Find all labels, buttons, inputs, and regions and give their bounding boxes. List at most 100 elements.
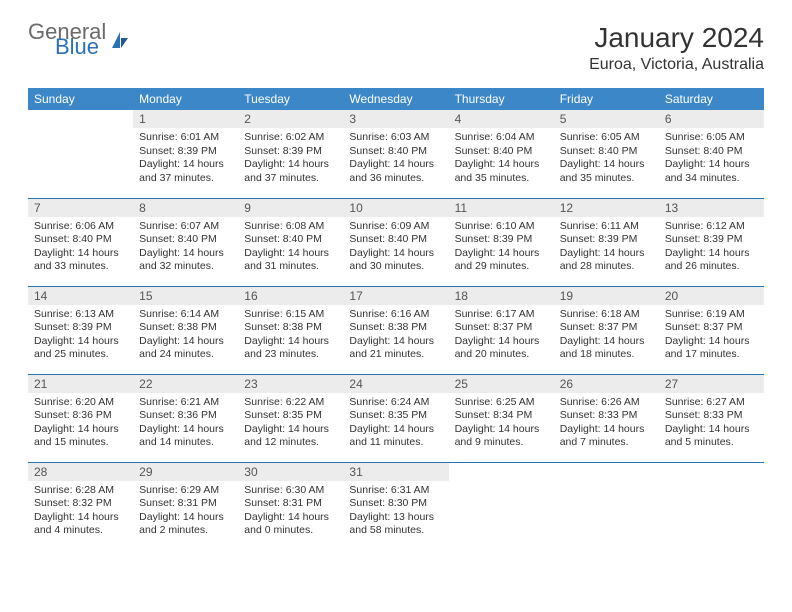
day-body: Sunrise: 6:05 AMSunset: 8:40 PMDaylight:…	[554, 128, 659, 190]
day-number: 27	[659, 375, 764, 393]
day-number: 26	[554, 375, 659, 393]
calendar-cell: 26Sunrise: 6:26 AMSunset: 8:33 PMDayligh…	[554, 374, 659, 462]
day-number: 16	[238, 287, 343, 305]
sunrise-text: Sunrise: 6:18 AM	[560, 308, 653, 322]
day-body: Sunrise: 6:27 AMSunset: 8:33 PMDaylight:…	[659, 393, 764, 455]
calendar-cell: 28Sunrise: 6:28 AMSunset: 8:32 PMDayligh…	[28, 462, 133, 550]
sunset-text: Sunset: 8:40 PM	[560, 145, 653, 159]
day-header: Sunday	[28, 88, 133, 110]
daylight-text: Daylight: 14 hours and 29 minutes.	[455, 247, 548, 274]
sunset-text: Sunset: 8:40 PM	[455, 145, 548, 159]
daylight-text: Daylight: 14 hours and 12 minutes.	[244, 423, 337, 450]
sunrise-text: Sunrise: 6:24 AM	[349, 396, 442, 410]
sunrise-text: Sunrise: 6:16 AM	[349, 308, 442, 322]
sunset-text: Sunset: 8:39 PM	[34, 321, 127, 335]
calendar-cell	[449, 462, 554, 550]
day-number: 7	[28, 199, 133, 217]
day-number: 15	[133, 287, 238, 305]
calendar-cell: 4Sunrise: 6:04 AMSunset: 8:40 PMDaylight…	[449, 110, 554, 198]
day-body: Sunrise: 6:07 AMSunset: 8:40 PMDaylight:…	[133, 217, 238, 279]
daylight-text: Daylight: 14 hours and 23 minutes.	[244, 335, 337, 362]
sunrise-text: Sunrise: 6:22 AM	[244, 396, 337, 410]
calendar-cell: 13Sunrise: 6:12 AMSunset: 8:39 PMDayligh…	[659, 198, 764, 286]
calendar-week: 7Sunrise: 6:06 AMSunset: 8:40 PMDaylight…	[28, 198, 764, 286]
calendar-cell	[659, 462, 764, 550]
daylight-text: Daylight: 14 hours and 4 minutes.	[34, 511, 127, 538]
day-body: Sunrise: 6:01 AMSunset: 8:39 PMDaylight:…	[133, 128, 238, 190]
sunrise-text: Sunrise: 6:17 AM	[455, 308, 548, 322]
calendar-body: 1Sunrise: 6:01 AMSunset: 8:39 PMDaylight…	[28, 110, 764, 550]
calendar-table: SundayMondayTuesdayWednesdayThursdayFrid…	[28, 88, 764, 550]
day-body: Sunrise: 6:11 AMSunset: 8:39 PMDaylight:…	[554, 217, 659, 279]
sail-icon	[110, 30, 130, 50]
calendar-cell	[28, 110, 133, 198]
day-body: Sunrise: 6:18 AMSunset: 8:37 PMDaylight:…	[554, 305, 659, 367]
day-body: Sunrise: 6:12 AMSunset: 8:39 PMDaylight:…	[659, 217, 764, 279]
sunset-text: Sunset: 8:39 PM	[244, 145, 337, 159]
daylight-text: Daylight: 14 hours and 0 minutes.	[244, 511, 337, 538]
day-number: 28	[28, 463, 133, 481]
day-number: 19	[554, 287, 659, 305]
sunset-text: Sunset: 8:33 PM	[665, 409, 758, 423]
calendar-cell: 2Sunrise: 6:02 AMSunset: 8:39 PMDaylight…	[238, 110, 343, 198]
sunset-text: Sunset: 8:40 PM	[34, 233, 127, 247]
calendar-cell: 24Sunrise: 6:24 AMSunset: 8:35 PMDayligh…	[343, 374, 448, 462]
day-number: 14	[28, 287, 133, 305]
sunrise-text: Sunrise: 6:27 AM	[665, 396, 758, 410]
day-body: Sunrise: 6:31 AMSunset: 8:30 PMDaylight:…	[343, 481, 448, 543]
daylight-text: Daylight: 14 hours and 11 minutes.	[349, 423, 442, 450]
daylight-text: Daylight: 14 hours and 31 minutes.	[244, 247, 337, 274]
sunset-text: Sunset: 8:32 PM	[34, 497, 127, 511]
daylight-text: Daylight: 14 hours and 35 minutes.	[560, 158, 653, 185]
sunset-text: Sunset: 8:37 PM	[560, 321, 653, 335]
day-body: Sunrise: 6:15 AMSunset: 8:38 PMDaylight:…	[238, 305, 343, 367]
day-number: 1	[133, 110, 238, 128]
daylight-text: Daylight: 14 hours and 17 minutes.	[665, 335, 758, 362]
calendar-cell: 27Sunrise: 6:27 AMSunset: 8:33 PMDayligh…	[659, 374, 764, 462]
sunset-text: Sunset: 8:36 PM	[34, 409, 127, 423]
day-number: 6	[659, 110, 764, 128]
day-body: Sunrise: 6:30 AMSunset: 8:31 PMDaylight:…	[238, 481, 343, 543]
sunset-text: Sunset: 8:40 PM	[349, 233, 442, 247]
location: Euroa, Victoria, Australia	[589, 56, 764, 74]
day-header: Friday	[554, 88, 659, 110]
sunrise-text: Sunrise: 6:09 AM	[349, 220, 442, 234]
sunrise-text: Sunrise: 6:04 AM	[455, 131, 548, 145]
daylight-text: Daylight: 14 hours and 36 minutes.	[349, 158, 442, 185]
calendar-cell: 14Sunrise: 6:13 AMSunset: 8:39 PMDayligh…	[28, 286, 133, 374]
sunrise-text: Sunrise: 6:05 AM	[665, 131, 758, 145]
day-body: Sunrise: 6:24 AMSunset: 8:35 PMDaylight:…	[343, 393, 448, 455]
day-body: Sunrise: 6:05 AMSunset: 8:40 PMDaylight:…	[659, 128, 764, 190]
day-number: 12	[554, 199, 659, 217]
day-header: Monday	[133, 88, 238, 110]
calendar-cell: 21Sunrise: 6:20 AMSunset: 8:36 PMDayligh…	[28, 374, 133, 462]
calendar-cell: 30Sunrise: 6:30 AMSunset: 8:31 PMDayligh…	[238, 462, 343, 550]
sunset-text: Sunset: 8:31 PM	[244, 497, 337, 511]
calendar-cell: 17Sunrise: 6:16 AMSunset: 8:38 PMDayligh…	[343, 286, 448, 374]
sunrise-text: Sunrise: 6:31 AM	[349, 484, 442, 498]
day-body: Sunrise: 6:13 AMSunset: 8:39 PMDaylight:…	[28, 305, 133, 367]
daylight-text: Daylight: 14 hours and 33 minutes.	[34, 247, 127, 274]
sunrise-text: Sunrise: 6:02 AM	[244, 131, 337, 145]
sunset-text: Sunset: 8:37 PM	[455, 321, 548, 335]
sunrise-text: Sunrise: 6:08 AM	[244, 220, 337, 234]
title-block: January 2024 Euroa, Victoria, Australia	[589, 22, 764, 74]
logo-text-blue: Blue	[55, 37, 106, 58]
sunrise-text: Sunrise: 6:10 AM	[455, 220, 548, 234]
sunset-text: Sunset: 8:39 PM	[455, 233, 548, 247]
daylight-text: Daylight: 14 hours and 9 minutes.	[455, 423, 548, 450]
day-number: 10	[343, 199, 448, 217]
sunset-text: Sunset: 8:36 PM	[139, 409, 232, 423]
calendar-cell: 6Sunrise: 6:05 AMSunset: 8:40 PMDaylight…	[659, 110, 764, 198]
sunset-text: Sunset: 8:40 PM	[349, 145, 442, 159]
day-number: 21	[28, 375, 133, 393]
day-number: 30	[238, 463, 343, 481]
sunset-text: Sunset: 8:35 PM	[244, 409, 337, 423]
calendar-cell	[554, 462, 659, 550]
day-number: 17	[343, 287, 448, 305]
calendar-cell: 3Sunrise: 6:03 AMSunset: 8:40 PMDaylight…	[343, 110, 448, 198]
sunset-text: Sunset: 8:38 PM	[244, 321, 337, 335]
day-number: 13	[659, 199, 764, 217]
calendar-cell: 16Sunrise: 6:15 AMSunset: 8:38 PMDayligh…	[238, 286, 343, 374]
day-body: Sunrise: 6:09 AMSunset: 8:40 PMDaylight:…	[343, 217, 448, 279]
